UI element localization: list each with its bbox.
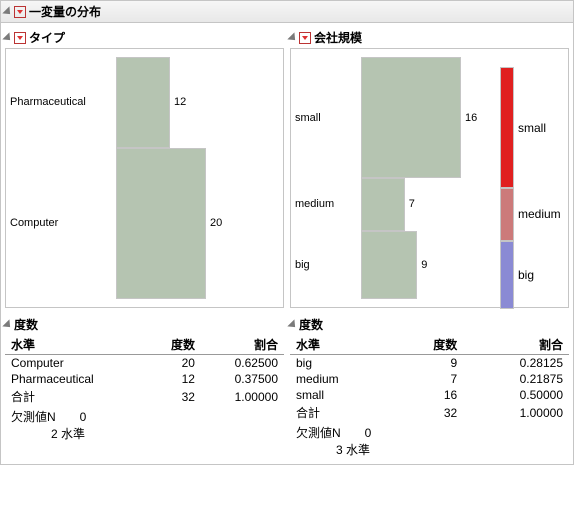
table-row-total: 合計321.00000 [5,387,284,406]
table-cell: 1.00000 [463,403,569,422]
nlevels-row: 2 水準 [11,425,278,442]
table-row-total: 合計321.00000 [290,403,569,422]
col-count: 度数 [147,335,201,355]
var-title: 会社規模 [314,29,362,46]
table-row[interactable]: big90.28125 [290,355,569,372]
table-row[interactable]: Pharmaceutical120.37500 [5,371,284,387]
subheader-size[interactable]: 会社規模 [290,27,569,48]
table-cell: 12 [147,371,201,387]
distribution-panel: 一変量の分布 タイプ Pharmaceutical12Computer20 度数… [0,0,574,465]
col-type: タイプ Pharmaceutical12Computer20 度数 水準度数割合… [5,27,284,460]
legend-label: big [518,268,534,282]
table-cell: big [290,355,394,372]
menu-icon[interactable] [14,6,26,18]
col-prop: 割合 [201,335,284,355]
columns: タイプ Pharmaceutical12Computer20 度数 水準度数割合… [1,23,573,464]
table-cell: 0.50000 [463,387,569,403]
table-row[interactable]: Computer200.62500 [5,355,284,372]
col-size: 会社規模 small16medium7big9smallmediumbig 度数… [290,27,569,460]
freq-footer-type: 欠測値N 02 水準 [5,406,284,444]
table-row[interactable]: small160.50000 [290,387,569,403]
legend-swatch [500,188,514,241]
table-cell: Pharmaceutical [5,371,147,387]
table-cell: 0.62500 [201,355,284,372]
disclosure-icon[interactable] [287,319,298,330]
mosaic-bar[interactable] [116,57,170,148]
freq-table-type: 水準度数割合Computer200.62500Pharmaceutical120… [5,335,284,406]
mosaic-bar[interactable] [361,178,405,231]
axis-label: small [295,112,321,124]
table-cell: 32 [394,403,463,422]
legend-label: small [518,121,546,135]
table-cell: Computer [5,355,147,372]
freq-header-size[interactable]: 度数 [290,314,569,335]
freq-table-size: 水準度数割合big90.28125medium70.21875small160.… [290,335,569,422]
axis-label: Computer [10,217,58,229]
mosaic-size[interactable]: small 16 medium 7 big 9 small medium big [290,48,569,308]
legend-item[interactable]: small [500,67,564,188]
table-cell: 合計 [290,403,394,422]
legend-label: medium [518,207,561,221]
menu-icon[interactable] [14,32,26,44]
freq-title: 度数 [299,316,323,333]
axis-label: medium [295,198,334,210]
table-cell: 20 [147,355,201,372]
col-count: 度数 [394,335,463,355]
bar-count: 20 [210,217,222,229]
col-level: 水準 [5,335,147,355]
legend-swatch [500,67,514,188]
disclosure-icon[interactable] [2,319,13,330]
missing-row: 欠測値N 0 [296,424,563,441]
legend-item[interactable]: medium [500,188,564,241]
legend-item[interactable]: big [500,241,564,309]
table-cell: 0.21875 [463,371,569,387]
subheader-type[interactable]: タイプ [5,27,284,48]
freq-header-type[interactable]: 度数 [5,314,284,335]
disclosure-icon[interactable] [2,6,13,17]
mosaic-bar[interactable] [116,148,206,299]
disclosure-icon[interactable] [287,32,298,43]
table-cell: medium [290,371,394,387]
axis-label: big [295,259,310,271]
panel-title: 一変量の分布 [29,3,101,20]
freq-footer-size: 欠測値N 03 水準 [290,422,569,460]
nlevels-row: 3 水準 [296,441,563,458]
table-cell: 合計 [5,387,147,406]
axis-label: Pharmaceutical [10,96,86,108]
mosaic-bar[interactable] [361,231,417,299]
table-cell: 1.00000 [201,387,284,406]
menu-icon[interactable] [299,32,311,44]
bar-count: 7 [409,198,415,210]
col-level: 水準 [290,335,394,355]
freq-title: 度数 [14,316,38,333]
mosaic-type[interactable]: Pharmaceutical 12 Computer 20 [5,48,284,308]
table-cell: 0.37500 [201,371,284,387]
bar-count: 9 [421,259,427,271]
table-cell: 16 [394,387,463,403]
col-prop: 割合 [463,335,569,355]
bar-count: 16 [465,112,477,124]
panel-header[interactable]: 一変量の分布 [1,1,573,23]
table-cell: 7 [394,371,463,387]
var-title: タイプ [29,29,65,46]
table-row[interactable]: medium70.21875 [290,371,569,387]
table-cell: 0.28125 [463,355,569,372]
table-cell: small [290,387,394,403]
bar-count: 12 [174,96,186,108]
mosaic-bar[interactable] [361,57,461,178]
table-cell: 9 [394,355,463,372]
missing-row: 欠測値N 0 [11,408,278,425]
table-cell: 32 [147,387,201,406]
disclosure-icon[interactable] [2,32,13,43]
legend-swatch [500,241,514,309]
legend: small medium big [500,59,564,297]
